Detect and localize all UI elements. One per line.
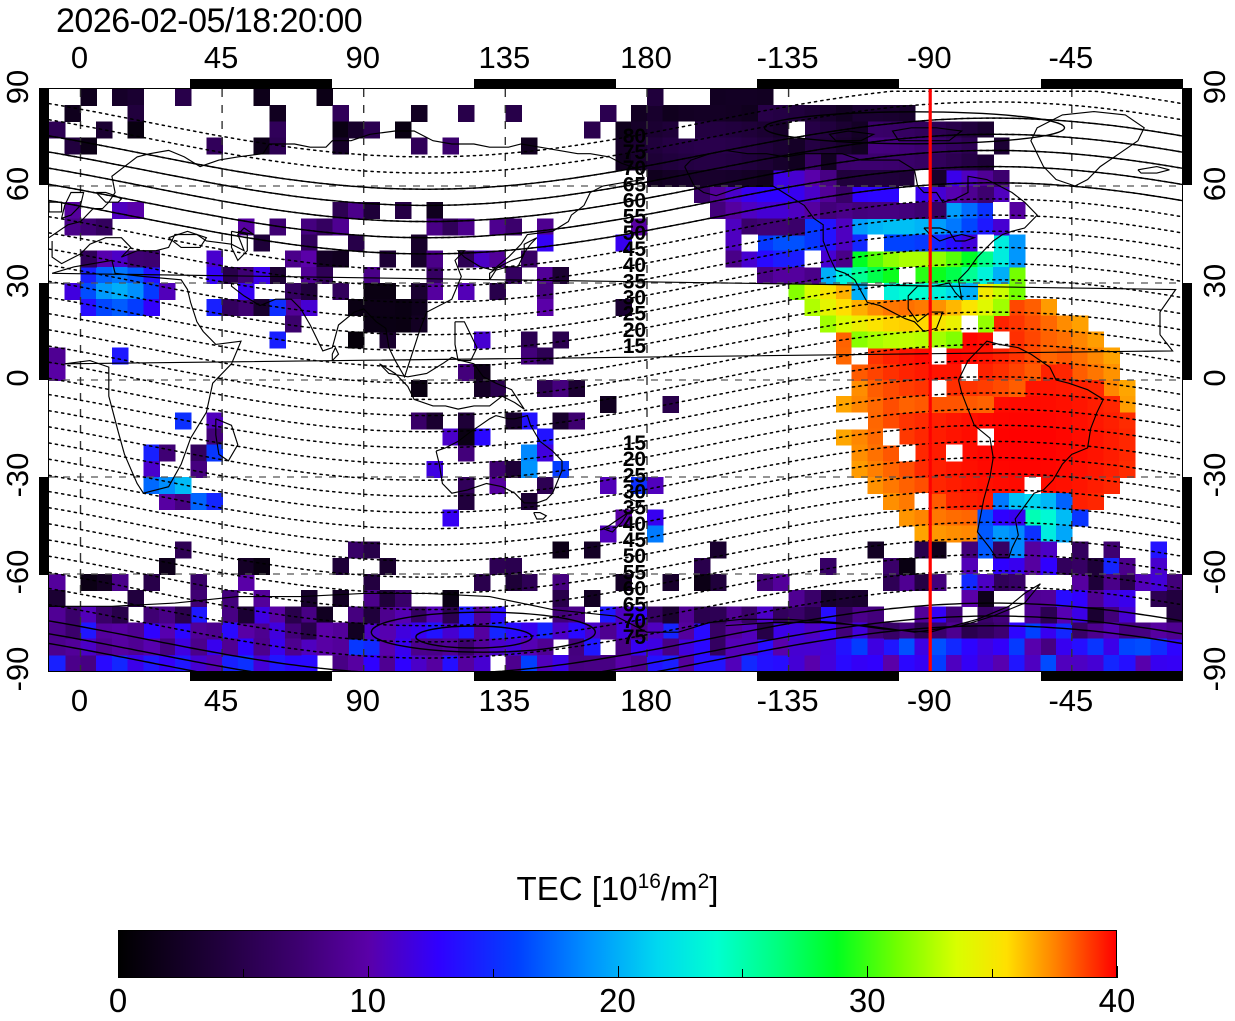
magnetic-latitude-label: 50 — [623, 545, 646, 568]
colorbar-tick-label-20: 20 — [599, 982, 636, 1019]
magnetic-latitude-label: 30 — [623, 287, 646, 310]
magnetic-latitude-label: 55 — [623, 206, 647, 229]
colorbar-tick-label-40: 40 — [1098, 982, 1136, 1019]
magnetic-latitude-label: 45 — [623, 529, 647, 552]
x-axis-tick-180: 180 — [620, 683, 672, 718]
x-axis-tick-neg135: -135 — [756, 40, 819, 75]
colorbar-title: TEC [1016/m2] — [0, 870, 1235, 908]
magnetic-latitude-label: 30 — [623, 481, 646, 504]
x-axis-tick-0: 0 — [70, 683, 89, 718]
magnetic-latitude-label: 60 — [623, 578, 646, 601]
x-axis-tick-135: 135 — [478, 40, 531, 75]
magnetic-latitude-label: 20 — [623, 448, 646, 471]
magnetic-latitude-label: 35 — [623, 497, 647, 520]
x-axis-tick-90: 90 — [345, 683, 380, 718]
y-axis-tick-neg90: -90 — [1197, 646, 1232, 692]
frame-bottom-bar — [48, 672, 1183, 681]
magnetic-latitude-label: 50 — [623, 222, 646, 245]
magnetic-latitude-label: 40 — [623, 513, 646, 536]
colorbar-tick-label-0: 0 — [108, 982, 128, 1019]
frame-left-bar — [39, 88, 48, 672]
magnetic-latitude-label: 45 — [623, 238, 647, 261]
x-axis-tick-135: 135 — [478, 683, 531, 718]
x-axis-tick-neg45: -45 — [1048, 40, 1094, 75]
magnetic-latitude-label: 20 — [623, 319, 646, 342]
colorbar-title-tail: /m — [660, 870, 698, 907]
x-axis-tick-90: 90 — [345, 40, 380, 75]
magnetic-latitude-label: 80 — [623, 125, 646, 148]
magnetic-latitude-label: 25 — [623, 464, 647, 487]
x-axis-tick-neg45: -45 — [1048, 683, 1094, 718]
y-axis-tick-neg90: -90 — [0, 646, 35, 692]
tec-map-svg: 8075706560555045403530252015152025303540… — [49, 89, 1182, 671]
x-axis-tick-0: 0 — [70, 40, 89, 75]
magnetic-latitude-layer: 8075706560555045403530252015152025303540… — [49, 90, 1182, 671]
colorbar-title-text: TEC [10 — [516, 870, 638, 907]
x-axis-tick-180: 180 — [620, 40, 672, 75]
page-title: 2026-02-05/18:20:00 — [56, 2, 363, 40]
magnetic-latitude-label: 65 — [623, 594, 647, 617]
colorbar-exponent-2: 2 — [697, 870, 710, 893]
colorbar-ticks — [118, 966, 1118, 988]
magnetic-latitude-label: 75 — [623, 141, 647, 164]
x-axis-tick-neg90: -90 — [906, 683, 952, 718]
x-axis-tick-45: 45 — [203, 40, 239, 75]
magnetic-latitude-label: 65 — [623, 173, 647, 196]
magnetic-latitude-label: 15 — [623, 432, 647, 455]
magnetic-latitude-label: 15 — [623, 335, 647, 358]
magnetic-latitude-label: 75 — [623, 626, 647, 649]
magnetic-latitude-label: 55 — [623, 561, 647, 584]
colorbar-exponent: 16 — [637, 870, 661, 893]
magnetic-latitude-label: 25 — [623, 303, 647, 326]
magnetic-latitude-label: 70 — [623, 157, 646, 180]
x-axis-tick-neg90: -90 — [906, 40, 952, 75]
colorbar-title-close: ] — [709, 870, 719, 907]
magnetic-latitude-label: 35 — [623, 270, 647, 293]
magnetic-latitude-label: 60 — [623, 190, 646, 213]
x-axis-tick-45: 45 — [203, 683, 239, 718]
frame-top-bar — [48, 79, 1183, 88]
magnetic-latitude-label: 40 — [623, 254, 646, 277]
x-axis-tick-neg135: -135 — [756, 683, 819, 718]
colorbar-tick-label-10: 10 — [349, 982, 387, 1019]
tec-map-plot[interactable]: 80 75 70 65 60 55 50 45 40 35 30 25 20 15 15 20 25 30 35 40… — [48, 88, 1183, 672]
colorbar-tick-label-30: 30 — [848, 982, 886, 1019]
frame-right-bar — [1183, 88, 1192, 672]
magnetic-latitude-label: 70 — [623, 610, 646, 633]
